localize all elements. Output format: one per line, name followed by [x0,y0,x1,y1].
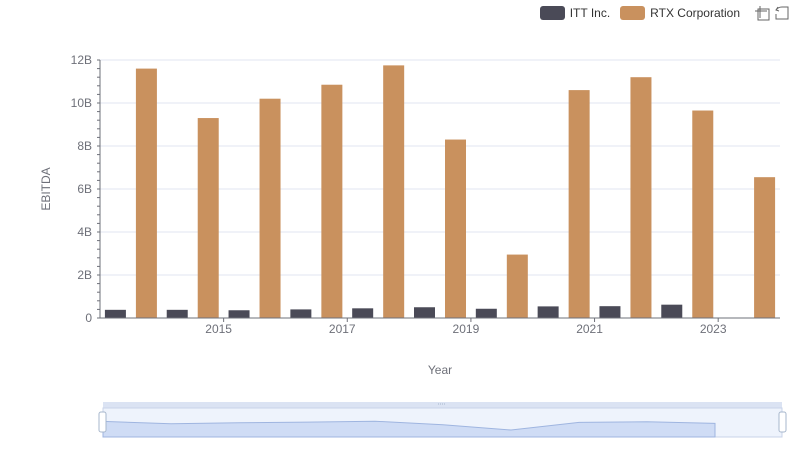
bar-rtx-2015[interactable] [197,118,219,318]
x-tick-label: 2021 [576,322,603,336]
axes: 0 2B 4B 6B 8B 10B 12B 2015 2017 2019 2021 2023 [71,53,780,336]
bar-itt-2020[interactable] [475,308,497,318]
y-axis-title: EBITDA [39,167,53,210]
bar-itt-2022[interactable] [599,306,621,318]
bars [104,65,776,319]
x-tick-label: 2019 [453,322,480,336]
y-tick-label: 10B [71,96,92,110]
legend-label-rtx: RTX Corporation [650,6,740,20]
slider-handle-right[interactable] [778,411,787,433]
bar-rtx-2018[interactable] [383,65,405,318]
bar-rtx-2017[interactable] [321,84,343,318]
bar-rtx-2014[interactable] [135,68,157,318]
y-tick-label: 0 [85,311,92,325]
x-tick-label: 2015 [205,322,232,336]
legend: ITT Inc. RTX Corporation [539,4,790,22]
legend-item-itt[interactable]: ITT Inc. [539,6,611,20]
bar-itt-2014[interactable] [104,309,126,318]
bar-rtx-2020[interactable] [506,254,528,318]
bar-itt-2017[interactable] [290,309,312,318]
restore-icon[interactable] [774,5,790,21]
bar-itt-2023[interactable] [661,304,683,318]
legend-label-itt: ITT Inc. [569,6,611,20]
bar-rtx-2019[interactable] [445,139,466,318]
bar-rtx-2021[interactable] [568,90,590,318]
legend-swatch-rtx [620,6,646,20]
bar-rtx-2016[interactable] [259,98,281,318]
legend-swatch-itt [539,6,565,20]
x-tick-label: 2017 [329,322,356,336]
bar-itt-2016[interactable] [228,310,250,318]
toolbox [750,5,790,21]
bar-rtx-2022[interactable] [630,77,652,318]
bar-rtx-2023[interactable] [692,110,714,319]
slider-top-bar[interactable] [103,402,782,408]
bar-itt-2021[interactable] [537,306,559,318]
legend-item-rtx[interactable]: RTX Corporation [620,6,740,20]
x-axis-title: Year [428,363,452,377]
bar-itt-2015[interactable] [166,309,188,318]
x-tick-label: 2023 [700,322,727,336]
y-tick-label: 8B [77,139,92,153]
zoom-icon[interactable] [754,5,770,21]
bar-itt-2018[interactable] [352,308,374,318]
y-tick-label: 2B [77,268,92,282]
slider-preview [102,420,716,438]
slider-handle-left[interactable] [98,411,107,433]
data-zoom-slider[interactable] [98,402,787,438]
y-tick-label: 12B [71,53,92,67]
y-tick-label: 6B [77,182,92,196]
y-tick-label: 4B [77,225,92,239]
bar-rtx-2024[interactable] [754,177,776,318]
bar-itt-2019[interactable] [414,307,435,318]
